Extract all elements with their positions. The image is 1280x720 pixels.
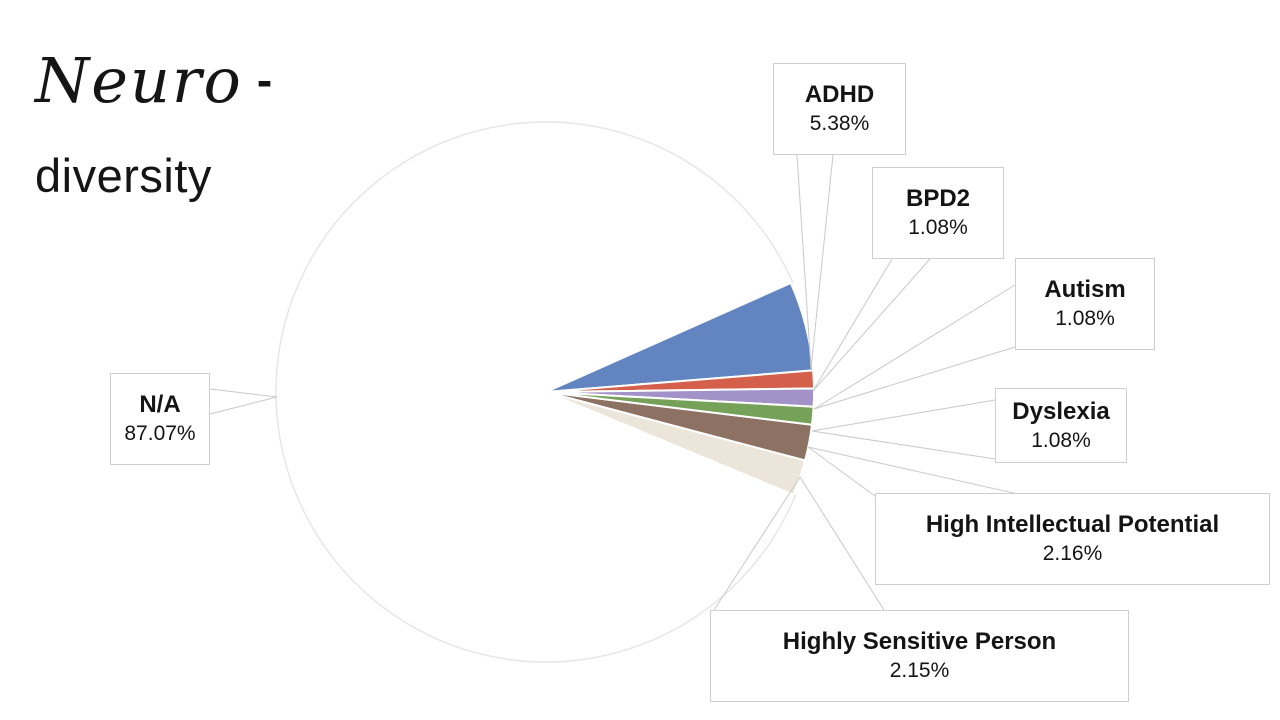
callout-label: Autism [1044, 276, 1126, 304]
callout-value: 5.38% [809, 112, 870, 136]
leader-line-bpd2 [812, 258, 893, 392]
callout-label: ADHD [804, 81, 875, 109]
page-title: Neuro - diversity [35, 30, 272, 203]
leader-lines [209, 154, 1019, 611]
callout-high-intellectual-potential: High Intellectual Potential 2.16% [875, 493, 1270, 585]
callout-value: 1.08% [908, 216, 968, 240]
callout-label: Highly Sensitive Person [782, 628, 1057, 656]
pie-slice-dyslexia [545, 391, 815, 426]
title-dash: - [256, 54, 273, 106]
callout-label: N/A [139, 391, 181, 419]
callout-dyslexia: Dyslexia 1.08% [995, 388, 1127, 463]
callout-value: 2.16% [1042, 542, 1103, 566]
leader-line-bpd2 [812, 258, 931, 392]
leader-line-hsp [799, 476, 885, 611]
callout-label: BPD2 [905, 185, 971, 213]
callout-highly-sensitive-person: Highly Sensitive Person 2.15% [710, 610, 1129, 702]
leader-line-dyslexia [811, 399, 996, 432]
leader-line-na [209, 396, 278, 415]
leader-line-autism [813, 346, 1016, 410]
leader-line-hip [807, 446, 1019, 495]
callout-value: 2.15% [889, 659, 950, 683]
leader-line-adhd [810, 154, 834, 370]
callout-value: 1.08% [1031, 428, 1091, 452]
leader-line-hip [807, 446, 876, 497]
callout-label: High Intellectual Potential [925, 511, 1220, 539]
title-word-script: Neuro [35, 43, 243, 117]
title-line-1: Neuro - [35, 30, 272, 130]
title-word-plain: diversity [35, 149, 212, 202]
callout-autism: Autism 1.08% [1015, 258, 1155, 350]
leader-line-na [209, 388, 278, 398]
pie-slice-n-a [275, 121, 797, 663]
callout-bpd2: BPD2 1.08% [872, 167, 1004, 259]
leader-line-hsp [713, 476, 801, 611]
pie-wedges [275, 121, 816, 663]
callout-na: N/A 87.07% [110, 373, 210, 465]
callout-value: 87.07% [124, 422, 196, 446]
leader-line-dyslexia [811, 430, 996, 460]
callout-value: 1.08% [1055, 307, 1115, 331]
callout-adhd: ADHD 5.38% [773, 63, 906, 155]
callout-label: Dyslexia [1012, 397, 1110, 425]
leader-line-adhd [796, 154, 812, 370]
leader-line-autism [813, 284, 1016, 410]
